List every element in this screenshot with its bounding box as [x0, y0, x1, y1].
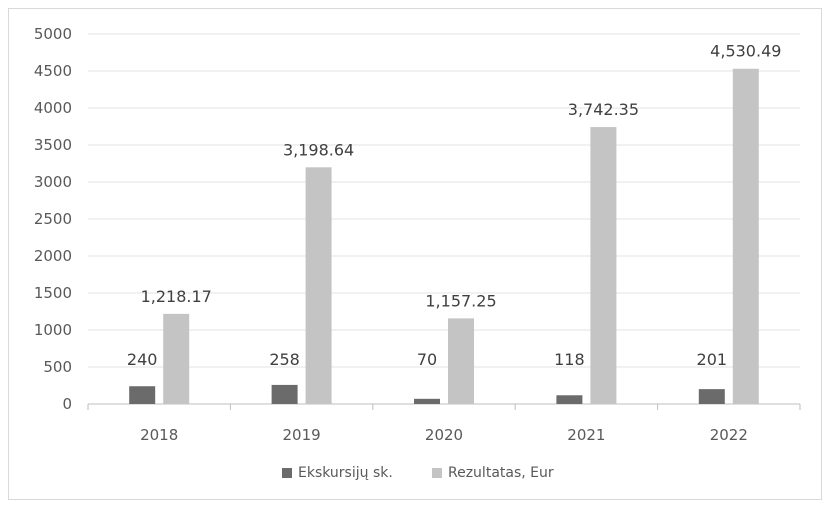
bar-rezultatas — [305, 167, 332, 404]
y-tick-label: 3500 — [34, 136, 72, 154]
bar-rezultatas — [448, 318, 474, 404]
data-label: 3,198.64 — [283, 140, 354, 159]
x-tick-label: 2022 — [710, 426, 748, 444]
x-tick-label: 2018 — [140, 426, 178, 444]
legend-swatch-rezultatas — [432, 468, 442, 478]
bar-ekskursiju-sk — [556, 395, 583, 404]
bar-ekskursiju-sk — [414, 398, 440, 404]
y-tick-label: 0 — [62, 395, 72, 413]
data-label: 201 — [697, 350, 728, 369]
y-tick-label: 2000 — [34, 247, 72, 265]
bar-rezultatas — [163, 313, 190, 404]
data-label: 118 — [554, 350, 585, 369]
x-tick-label: 2021 — [567, 426, 605, 444]
legend-swatch-ekskursiju-sk — [282, 468, 292, 478]
legend-label-rezultatas: Rezultatas, Eur — [448, 465, 554, 481]
chart-frame — [8, 8, 822, 500]
data-label: 258 — [269, 350, 300, 369]
y-tick-label: 3000 — [34, 173, 72, 191]
data-label: 3,742.35 — [568, 100, 639, 119]
data-label: 4,530.49 — [710, 42, 781, 61]
y-tick-label: 1500 — [34, 284, 72, 302]
data-label: 70 — [417, 350, 437, 369]
data-label: 240 — [127, 350, 158, 369]
bar-rezultatas — [590, 127, 617, 404]
data-label: 1,157.25 — [425, 291, 496, 310]
y-tick-label: 4500 — [34, 62, 72, 80]
x-tick-label: 2020 — [425, 426, 463, 444]
y-tick-label: 4000 — [34, 99, 72, 117]
bar-ekskursiju-sk — [698, 389, 725, 404]
x-tick-label: 2019 — [283, 426, 321, 444]
bar-ekskursiju-sk — [129, 386, 156, 404]
legend-label-ekskursiju-sk: Ekskursijų sk. — [298, 465, 393, 481]
y-tick-label: 2500 — [34, 210, 72, 228]
bar-rezultatas — [732, 68, 759, 404]
y-tick-label: 500 — [43, 358, 72, 376]
bar-ekskursiju-sk — [271, 384, 298, 404]
y-tick-label: 5000 — [34, 25, 72, 43]
y-tick-label: 1000 — [34, 321, 72, 339]
data-label: 1,218.17 — [141, 287, 212, 306]
